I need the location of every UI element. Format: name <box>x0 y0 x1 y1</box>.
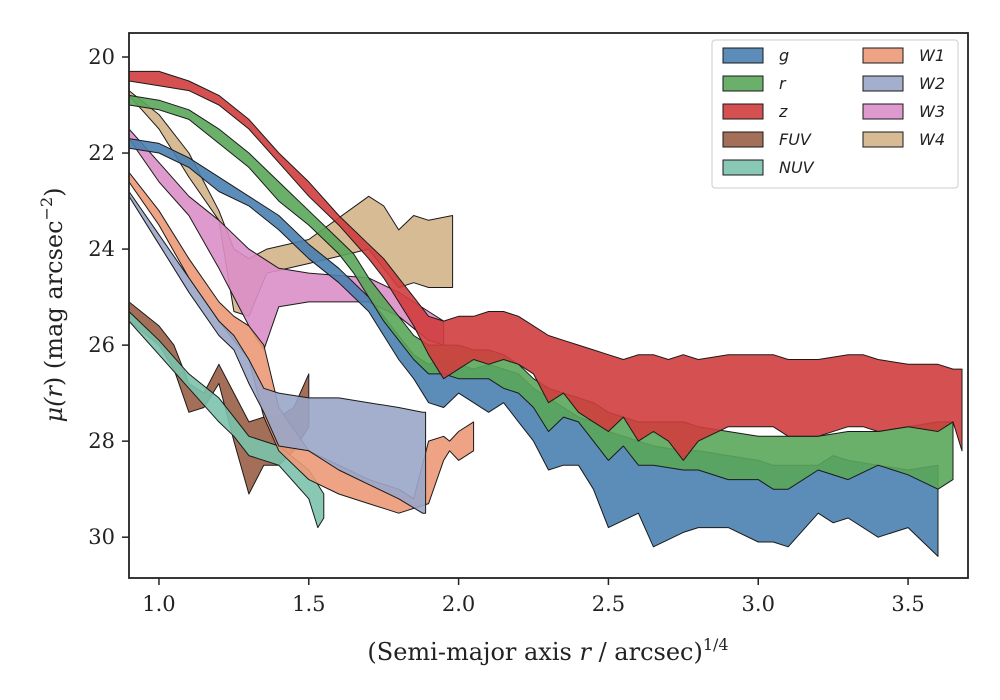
legend-swatch-w1 <box>862 47 904 64</box>
y-tick-label: 26 <box>88 333 115 357</box>
y-axis-label: μ(r) (mag arcsec−2) <box>37 187 68 422</box>
legend-swatch-w2 <box>862 75 904 92</box>
x-tick-label: 2.0 <box>442 592 475 616</box>
x-tick-label: 3.0 <box>742 592 775 616</box>
chart-areas <box>129 70 963 557</box>
series-band-w2 <box>129 191 427 514</box>
legend-swatch-w4 <box>862 131 904 148</box>
y-tick-label: 30 <box>88 525 115 549</box>
x-tick-label: 1.5 <box>292 592 325 616</box>
legend-label-w2: W2 <box>919 74 945 93</box>
plot-frame <box>128 32 969 579</box>
y-axis: 20 22 24 26 28 30 <box>88 45 129 549</box>
y-tick-label: 20 <box>88 45 115 69</box>
legend-swatch-g <box>722 47 764 64</box>
x-tick-label: 1.0 <box>142 592 175 616</box>
legend-swatch-w3 <box>862 103 904 120</box>
x-tick-label: 3.5 <box>891 592 924 616</box>
legend-swatch-nuv <box>722 159 764 176</box>
legend-label-r: r <box>779 74 787 93</box>
y-tick-label: 22 <box>88 141 115 165</box>
x-axis-label: (Semi-major axis r / arcsec)1/4 <box>367 635 728 666</box>
legend-swatch-r <box>722 75 764 92</box>
legend-swatch-z <box>722 103 764 120</box>
series-band-nuv <box>129 311 325 529</box>
legend-label-z: z <box>778 102 788 121</box>
legend-label-g: g <box>779 46 789 65</box>
legend-label-w1: W1 <box>919 46 945 65</box>
legend-label-w3: W3 <box>919 102 945 121</box>
legend-label-fuv: FUV <box>779 130 812 149</box>
x-axis: 1.0 1.5 2.0 2.5 3.0 3.5 <box>142 578 925 616</box>
y-tick-label: 28 <box>88 429 115 453</box>
x-tick-label: 2.5 <box>592 592 625 616</box>
legend-label-nuv: NUV <box>779 158 815 177</box>
legend-label-w4: W4 <box>919 130 945 149</box>
series-band-z <box>129 70 963 461</box>
legend-swatch-fuv <box>722 131 764 148</box>
y-tick-label: 24 <box>88 237 115 261</box>
legend: grz FUV NUV W1 W2 W3 W4 <box>711 39 959 189</box>
